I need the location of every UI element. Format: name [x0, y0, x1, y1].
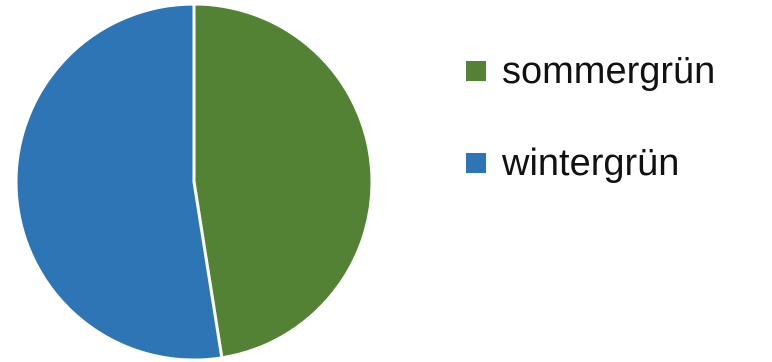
legend-item-sommergruen: sommergrün	[466, 46, 766, 96]
legend-swatch-wintergruen	[466, 153, 486, 173]
legend-item-wintergruen: wintergrün	[466, 138, 766, 188]
legend-label-sommergruen: sommergrün	[502, 50, 716, 92]
legend-swatch-sommergruen	[466, 61, 486, 81]
pie-slices	[14, 2, 374, 362]
pie-slice-sommergruen	[192, 2, 374, 360]
legend: sommergrün wintergrün	[466, 46, 766, 230]
pie-slice-wintergruen	[14, 2, 224, 362]
legend-label-wintergruen: wintergrün	[502, 142, 680, 184]
